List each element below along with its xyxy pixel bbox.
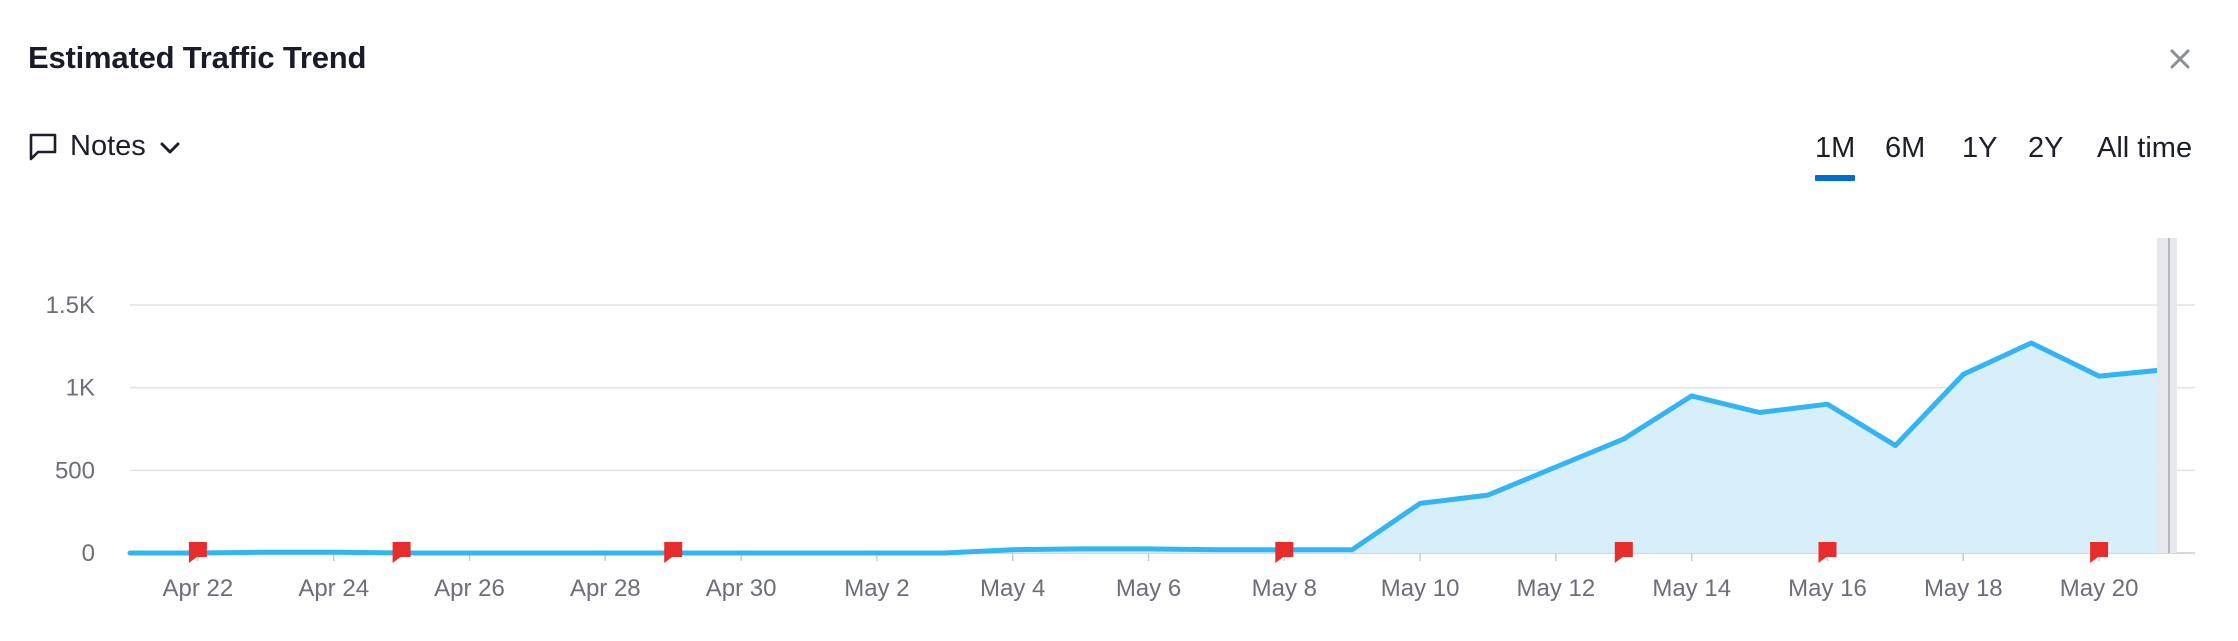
notes-label: Notes xyxy=(70,129,146,162)
y-tick-label: 1.5K xyxy=(46,292,95,319)
x-tick-label: Apr 26 xyxy=(434,575,505,602)
note-markers xyxy=(188,542,2109,563)
x-tick-label: May 18 xyxy=(1924,575,2003,602)
range-tab-1m[interactable]: 1M xyxy=(1815,132,1856,181)
y-tick-label: 1K xyxy=(66,375,95,402)
note-marker xyxy=(1818,542,1837,563)
notes-dropdown[interactable]: Notes xyxy=(28,126,182,166)
x-tick-label: May 8 xyxy=(1252,575,1317,602)
y-axis: 0 500 1K 1.5K xyxy=(46,292,95,567)
x-tick-label: May 20 xyxy=(2060,575,2139,602)
y-tick-label: 500 xyxy=(55,457,95,484)
area-fill xyxy=(130,343,2167,553)
y-tick-label: 0 xyxy=(82,540,95,567)
note-marker xyxy=(1614,542,1633,563)
note-marker xyxy=(188,542,207,563)
x-tick-label: Apr 28 xyxy=(570,575,641,602)
x-tick-label: May 16 xyxy=(1788,575,1867,602)
x-tick-label: May 14 xyxy=(1652,575,1731,602)
x-tick-label: May 4 xyxy=(980,575,1045,602)
date-range-tabs: 1M 6M 1Y 2Y All time xyxy=(0,132,2238,182)
range-tab-1y[interactable]: 1Y xyxy=(1962,132,1998,164)
range-tab-all-time[interactable]: All time xyxy=(2097,132,2193,164)
x-tick-label: May 12 xyxy=(1517,575,1596,602)
hover-layer xyxy=(2157,238,2177,553)
hover-highlight xyxy=(2157,238,2177,553)
note-marker xyxy=(1275,542,1294,563)
x-tick-label: May 6 xyxy=(1116,575,1181,602)
comment-icon xyxy=(29,133,57,161)
x-tick-label: May 2 xyxy=(844,575,909,602)
close-icon[interactable] xyxy=(2165,44,2195,74)
x-tick-label: Apr 24 xyxy=(298,575,369,602)
x-axis: Apr 22 Apr 24 Apr 26 Apr 28 Apr 30 May 2 May 4… xyxy=(163,553,2139,602)
note-marker xyxy=(392,542,411,563)
page-title: Estimated Traffic Trend xyxy=(28,40,367,75)
chevron-down-icon xyxy=(160,142,180,154)
x-tick-label: May 10 xyxy=(1381,575,1460,602)
note-marker xyxy=(2090,542,2109,563)
x-tick-label: Apr 22 xyxy=(163,575,234,602)
note-marker xyxy=(664,542,683,563)
range-tab-2y[interactable]: 2Y xyxy=(2028,132,2064,164)
area-layer xyxy=(127,340,2170,556)
range-tab-6m[interactable]: 6M xyxy=(1885,132,1926,164)
x-tick-label: Apr 30 xyxy=(706,575,777,602)
